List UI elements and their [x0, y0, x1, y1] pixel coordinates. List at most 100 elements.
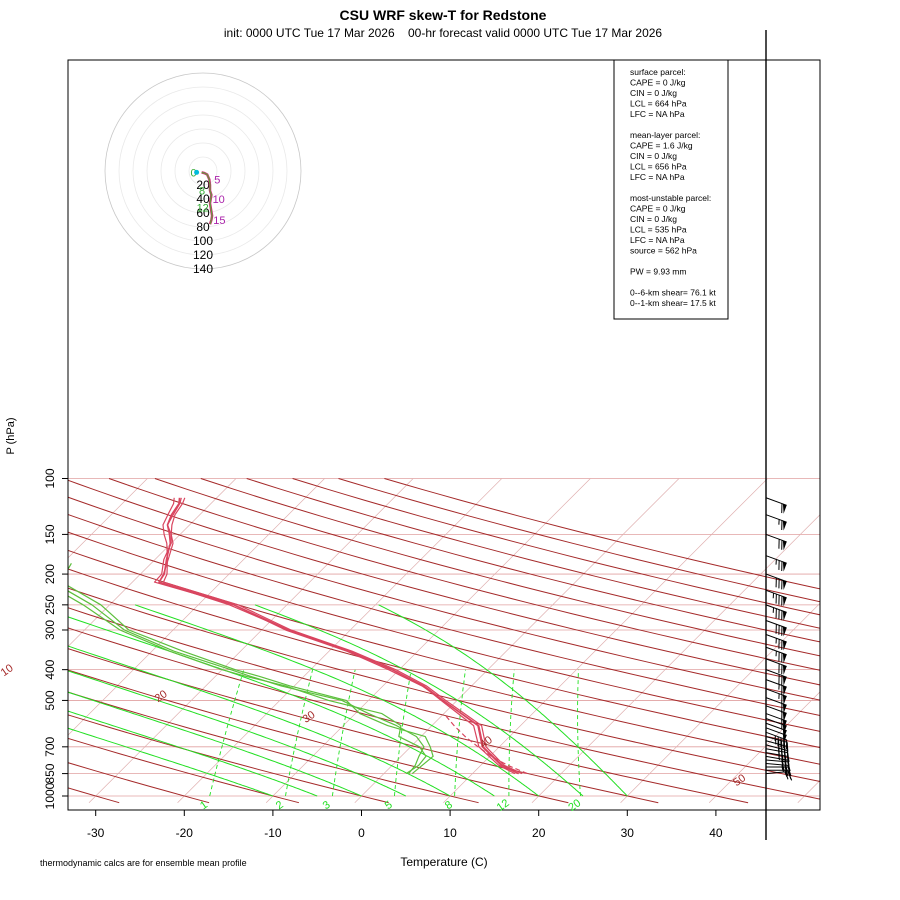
isotherm-line	[177, 478, 503, 803]
stats-line: CAPE = 0 J/kg	[630, 78, 686, 88]
stats-line: CIN = 0 J/kg	[630, 214, 677, 224]
y-tick-label: 1000	[43, 782, 57, 809]
wind-barb	[765, 514, 787, 531]
isotherm-line	[88, 478, 414, 803]
hodograph-ring-label: 60	[196, 206, 210, 220]
y-tick-label: 500	[43, 690, 57, 710]
stats-line: most-unstable parcel:	[630, 193, 711, 203]
stats-line: 0--1-km shear= 17.5 kt	[630, 298, 716, 308]
hodograph-height-label: 8	[199, 186, 205, 198]
mixing-ratio-label: 20	[566, 797, 583, 814]
y-tick-label: 200	[43, 564, 57, 584]
stats-line: 0--6-km shear= 76.1 kt	[630, 288, 716, 298]
dry-adiabat-label: 10	[0, 662, 16, 679]
wind-barb	[765, 620, 787, 637]
moist-adiabat	[134, 604, 540, 797]
mixing-ratio-line	[577, 669, 581, 797]
mixing-ratio-label: 5	[383, 799, 395, 812]
wind-barb	[765, 705, 787, 722]
isotherm-line	[68, 478, 148, 559]
hodograph-ring	[104, 72, 302, 270]
isotherm-line	[443, 478, 768, 803]
moist-adiabat	[68, 710, 318, 797]
mixing-ratio-label: 3	[321, 799, 333, 812]
plot-frame	[67, 59, 821, 811]
isotherm-line	[531, 514, 820, 803]
y-tick-label: 700	[43, 736, 57, 756]
dry-adiabat	[108, 478, 820, 671]
x-tick-label: 0	[358, 826, 365, 840]
dry-adiabat	[68, 669, 569, 804]
x-tick-label: -10	[264, 826, 282, 840]
wind-barb	[765, 688, 787, 705]
hodograph-ring-label: 100	[193, 234, 213, 248]
dry-adiabat	[68, 714, 389, 804]
wind-barb	[765, 697, 787, 714]
hodograph-trace-member	[201, 171, 213, 225]
x-axis-label: Temperature (C)	[400, 855, 487, 869]
dry-adiabat	[68, 513, 820, 717]
hodograph-ring-label: 40	[196, 192, 210, 206]
mixing-ratio-line	[508, 669, 515, 796]
wind-barb	[765, 589, 787, 607]
chart-title: CSU WRF skew-T for Redstone	[340, 7, 547, 23]
wind-barb	[765, 555, 787, 572]
isotherm-line	[886, 479, 900, 803]
isotherm-line	[68, 478, 325, 736]
parcel-trace-line	[443, 713, 528, 775]
axes: 123581220-100102030405010015020025030040…	[0, 468, 748, 840]
y-tick-label: 300	[43, 620, 57, 640]
wind-barb	[765, 497, 787, 514]
mixing-ratio-line	[454, 669, 466, 797]
hodograph-height-label: 5	[214, 174, 220, 186]
wind-barb	[765, 679, 787, 696]
y-tick-label: 850	[43, 763, 57, 783]
stats-line: surface parcel:	[630, 67, 686, 77]
dry-adiabat	[246, 478, 820, 629]
dry-adiabat	[68, 549, 820, 749]
mixing-ratio-label: 2	[274, 799, 286, 812]
hodograph-height-label: 12	[197, 202, 209, 214]
wind-barb	[765, 604, 787, 621]
stats-line: CIN = 0 J/kg	[630, 88, 677, 98]
dry-adiabat	[68, 531, 820, 732]
stats-line: LCL = 664 hPa	[630, 99, 687, 109]
x-tick-label: 10	[443, 826, 457, 840]
wind-barb	[765, 755, 790, 770]
x-tick-label: 30	[621, 826, 635, 840]
wind-barb	[765, 646, 787, 664]
wind-barbs	[765, 30, 793, 840]
isotherm-line	[620, 602, 820, 803]
dry-adiabat	[68, 737, 300, 804]
hodograph-height-label: 0	[191, 167, 197, 179]
dry-adiabat-label: 20	[153, 688, 170, 705]
mixing-ratio-line	[209, 669, 245, 797]
hodograph-ring-label: 140	[193, 262, 213, 276]
hodograph-ring-label: 120	[193, 248, 213, 262]
mixing-ratio-line	[394, 669, 412, 797]
stats-line: mean-layer parcel:	[630, 130, 700, 140]
mixing-ratio-line	[331, 669, 356, 797]
isotherm-line	[68, 478, 237, 647]
moist-adiabat	[68, 645, 451, 797]
dry-adiabat-label: 40	[478, 734, 495, 751]
dewpoint-member-line	[68, 595, 427, 775]
mixing-ratio-label: 1	[198, 799, 210, 812]
wind-barb	[765, 573, 787, 591]
stats-line: CAPE = 1.6 J/kg	[630, 141, 693, 151]
stats-line: LFC = NA hPa	[630, 235, 685, 245]
hodograph-start-marker	[194, 169, 200, 175]
moist-adiabat	[378, 604, 628, 797]
x-tick-label: 20	[532, 826, 546, 840]
dry-adiabat-label: 30	[301, 709, 318, 726]
dry-adiabat	[68, 479, 820, 686]
dry-adiabat	[68, 787, 120, 804]
profiles	[68, 497, 528, 775]
dry-adiabat	[68, 568, 820, 765]
stats-line: LFC = NA hPa	[630, 172, 685, 182]
hodograph-ring-label: 80	[196, 220, 210, 234]
thermo-grid	[68, 478, 900, 804]
dry-adiabat	[68, 648, 659, 804]
